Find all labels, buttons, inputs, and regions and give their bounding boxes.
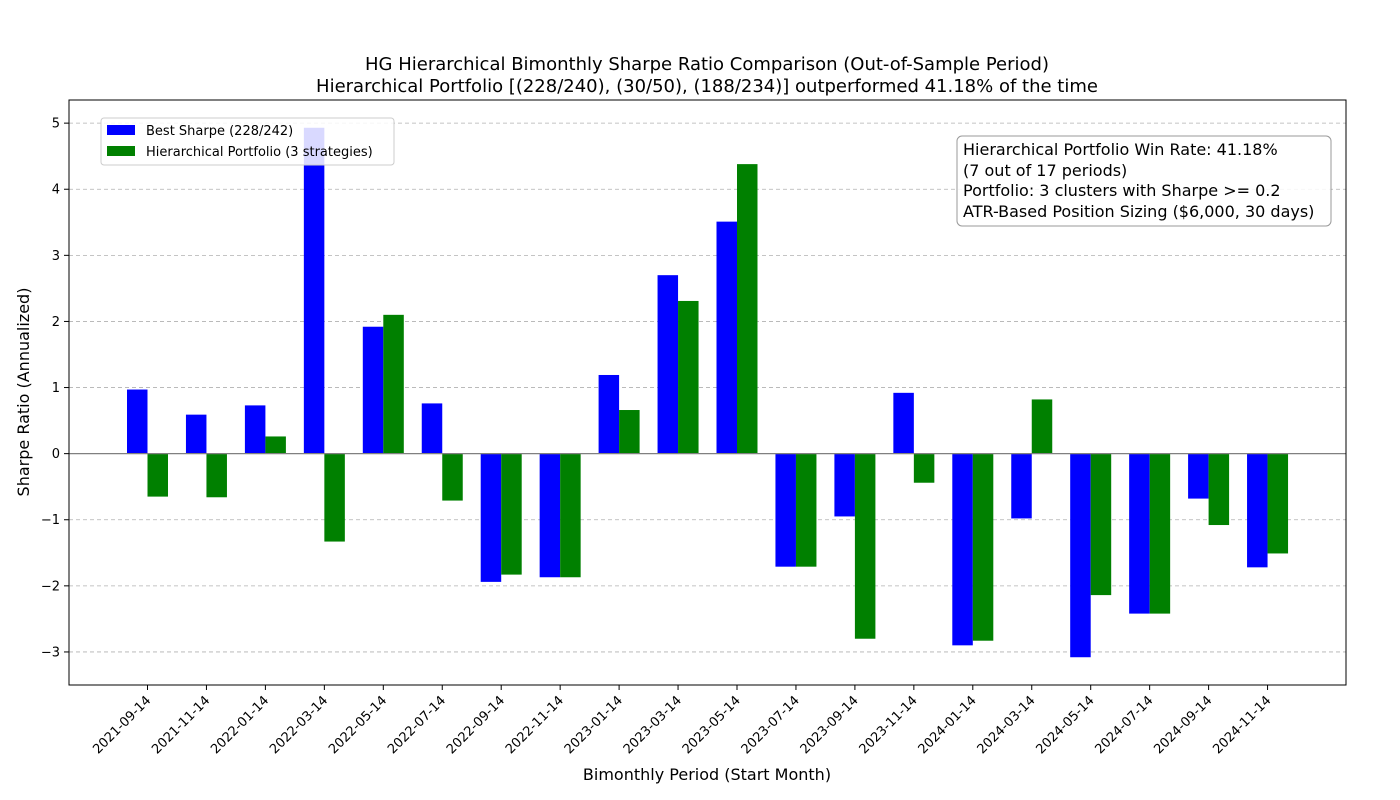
chart-title: HG Hierarchical Bimonthly Sharpe Ratio C… [365,54,1049,75]
y-tick-label: 1 [52,381,60,396]
chart-subtitle: Hierarchical Portfolio [(228/240), (30/5… [316,76,1098,97]
bar-hierarchical-portfolio [1149,453,1171,614]
legend: Best Sharpe (228/242) Hierarchical Portf… [100,117,395,166]
annotation-line-3: Portfolio: 3 clusters with Sharpe >= 0.2 [963,181,1281,200]
x-tick-label: 2021-11-14 [149,693,213,757]
bar-best-sharpe [952,453,973,646]
bar-best-sharpe [775,453,796,567]
legend-box [100,117,395,166]
x-tick-label: 2024-11-14 [1210,693,1274,757]
bar-hierarchical-portfolio [795,453,817,567]
legend-label-hierarchical-portfolio: Hierarchical Portfolio (3 strategies) [146,145,373,160]
x-tick-label: 2023-05-14 [680,693,744,757]
y-tick-label: −3 [41,645,60,660]
bar-best-sharpe [893,392,914,454]
x-tick-label: 2021-09-14 [90,693,154,757]
legend-swatch-hierarchical-portfolio [107,146,135,156]
x-axis-ticks: 2021-09-142021-11-142022-01-142022-03-14… [90,685,1274,757]
x-tick-label: 2022-09-14 [444,693,508,757]
bar-best-sharpe [1011,453,1032,519]
x-tick-label: 2024-05-14 [1033,693,1097,757]
bar-hierarchical-portfolio [560,453,581,578]
bar-best-sharpe [716,221,737,454]
x-tick-label: 2022-07-14 [385,693,449,757]
x-tick-label: 2023-11-14 [857,693,921,757]
y-tick-label: −2 [41,579,60,594]
bar-hierarchical-portfolio [737,164,758,454]
x-tick-label: 2024-07-14 [1092,693,1156,757]
bar-hierarchical-portfolio [206,453,227,498]
bar-best-sharpe [480,453,502,582]
bar-best-sharpe [834,453,855,517]
y-tick-label: 5 [52,117,60,132]
x-tick-label: 2023-01-14 [562,693,626,757]
y-tick-label: 3 [52,249,60,264]
bar-hierarchical-portfolio [619,410,640,454]
annotation-line-2: (7 out of 17 periods) [963,161,1127,180]
legend-label-best-sharpe: Best Sharpe (228/242) [146,124,293,139]
y-axis-label: Sharpe Ratio (Annualized) [14,288,33,497]
bar-best-sharpe [1070,453,1091,658]
bar-hierarchical-portfolio [972,453,994,641]
bar-best-sharpe [185,414,207,454]
y-tick-label: 2 [52,315,60,330]
bar-best-sharpe [1247,453,1268,568]
bar-best-sharpe [303,127,325,454]
bar-hierarchical-portfolio [1267,453,1289,554]
legend-swatch-best-sharpe [107,125,135,135]
x-tick-label: 2023-09-14 [798,693,862,757]
annotation-line-4: ATR-Based Position Sizing ($6,000, 30 da… [963,202,1314,221]
bar-hierarchical-portfolio [1031,399,1053,454]
x-tick-label: 2022-03-14 [267,693,331,757]
bars-group [127,127,1289,658]
annotation-frame [956,135,1332,227]
bar-hierarchical-portfolio [1208,453,1230,526]
bar-hierarchical-portfolio [678,300,699,454]
x-tick-label: 2024-01-14 [916,693,980,757]
bar-best-sharpe [1129,453,1150,614]
bar-hierarchical-portfolio [324,453,345,542]
annotation-line-1: Hierarchical Portfolio Win Rate: 41.18% [963,140,1278,159]
bar-best-sharpe [598,374,620,454]
x-tick-label: 2023-07-14 [739,693,803,757]
bar-best-sharpe [127,389,148,454]
bar-best-sharpe [657,275,679,454]
annotation-box: Hierarchical Portfolio Win Rate: 41.18% … [956,135,1332,227]
y-tick-label: 0 [52,447,60,462]
bar-hierarchical-portfolio [383,314,404,454]
bar-best-sharpe [1188,453,1209,499]
bar-hierarchical-portfolio [147,453,168,497]
x-tick-label: 2022-11-14 [503,693,567,757]
x-tick-label: 2022-05-14 [326,693,390,757]
bar-hierarchical-portfolio [501,453,522,575]
bar-best-sharpe [421,403,443,454]
bar-best-sharpe [244,405,266,454]
x-axis-label: Bimonthly Period (Start Month) [583,765,831,784]
x-tick-label: 2023-03-14 [621,693,685,757]
bar-hierarchical-portfolio [854,453,876,639]
bar-hierarchical-portfolio [442,453,463,501]
x-tick-label: 2022-01-14 [208,693,272,757]
y-tick-label: −1 [41,513,60,528]
y-axis-ticks: −3 −2 −1 0 1 2 3 4 5 [41,117,69,660]
plot-area-frame [68,99,1347,686]
bar-hierarchical-portfolio [265,436,286,454]
bar-hierarchical-portfolio [1090,453,1112,596]
bar-best-sharpe [539,453,561,578]
bar-best-sharpe [362,326,384,454]
x-tick-label: 2024-03-14 [975,693,1039,757]
bar-hierarchical-portfolio [913,453,935,483]
y-tick-label: 4 [52,183,60,198]
x-tick-label: 2024-09-14 [1151,693,1215,757]
